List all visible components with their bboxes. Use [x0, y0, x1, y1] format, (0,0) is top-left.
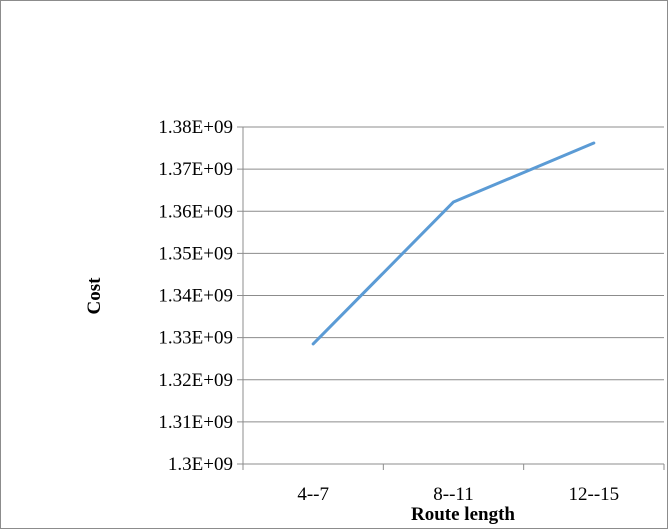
y-tick-label: 1.36E+09 — [158, 201, 233, 222]
y-tick-label: 1.33E+09 — [158, 328, 233, 349]
series-group — [311, 141, 596, 346]
x-tick-label: 12--15 — [569, 484, 620, 505]
x-tick-label: 4--7 — [297, 484, 329, 505]
x-axis-ticks: 4--7 8--11 12--15 — [242, 464, 665, 505]
y-tick-label: 1.38E+09 — [158, 117, 233, 138]
y-tick-label: 1.35E+09 — [158, 243, 233, 264]
x-axis-title: Route length — [411, 504, 515, 525]
y-tick-label: 1.32E+09 — [158, 370, 233, 391]
gridlines — [243, 126, 664, 423]
y-tick-label: 1.3E+09 — [168, 454, 233, 475]
x-tick-label: 8--11 — [433, 484, 473, 505]
y-tick-label: 1.37E+09 — [158, 159, 233, 180]
y-axis-title: Cost — [84, 277, 105, 315]
y-tick-label: 1.31E+09 — [158, 412, 233, 433]
series-line — [311, 141, 596, 346]
y-axis-ticks: 1.3E+09 1.31E+09 1.32E+09 1.33E+09 1.34E+09 1… — [158, 117, 243, 475]
y-tick-label: 1.34E+09 — [158, 286, 233, 307]
